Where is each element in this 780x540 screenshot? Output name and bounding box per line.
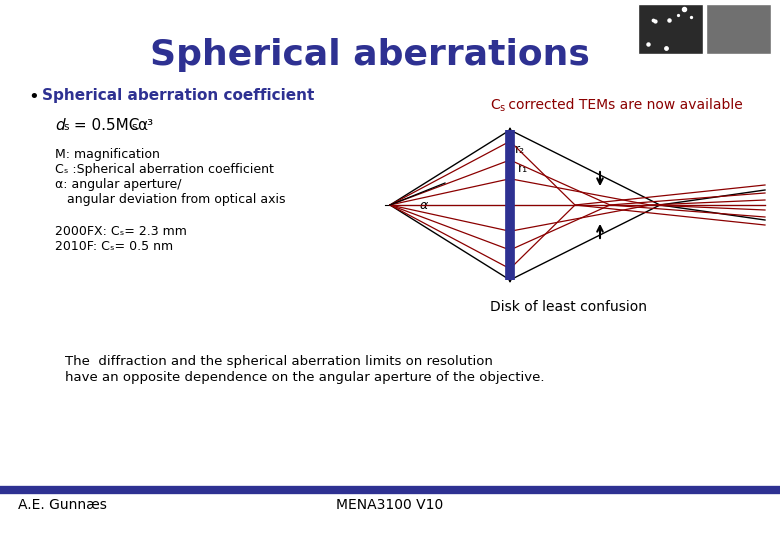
Text: Disk of least confusion: Disk of least confusion	[490, 300, 647, 314]
Text: MENA3100 V10: MENA3100 V10	[336, 498, 444, 512]
Text: angular deviation from optical axis: angular deviation from optical axis	[55, 193, 285, 206]
Text: α³: α³	[137, 118, 153, 133]
Text: α: α	[420, 199, 428, 212]
Text: have an opposite dependence on the angular aperture of the objective.: have an opposite dependence on the angul…	[65, 371, 544, 384]
Text: α: angular aperture/: α: angular aperture/	[55, 178, 182, 191]
FancyBboxPatch shape	[706, 4, 771, 54]
Text: s: s	[499, 103, 504, 113]
Text: 2010F: Cₛ= 0.5 nm: 2010F: Cₛ= 0.5 nm	[55, 240, 173, 253]
Text: d: d	[55, 118, 65, 133]
Text: M: magnification: M: magnification	[55, 148, 160, 161]
Text: 2000FX: Cₛ= 2.3 mm: 2000FX: Cₛ= 2.3 mm	[55, 225, 187, 238]
Text: A.E. Gunnæs: A.E. Gunnæs	[18, 498, 107, 512]
Text: = 0.5MC: = 0.5MC	[69, 118, 140, 133]
Text: Spherical aberrations: Spherical aberrations	[150, 38, 590, 72]
Text: Cₛ :Spherical aberration coefficient: Cₛ :Spherical aberration coefficient	[55, 163, 274, 176]
Text: r₁: r₁	[518, 162, 528, 175]
Text: s: s	[131, 122, 136, 132]
Text: •: •	[28, 88, 39, 106]
Text: s: s	[63, 122, 69, 132]
Text: Spherical aberration coefficient: Spherical aberration coefficient	[42, 88, 314, 103]
Text: corrected TEMs are now available: corrected TEMs are now available	[504, 98, 743, 112]
Text: r₂: r₂	[515, 143, 525, 156]
FancyBboxPatch shape	[638, 4, 703, 54]
Text: C: C	[490, 98, 500, 112]
Text: The  diffraction and the spherical aberration limits on resolution: The diffraction and the spherical aberra…	[65, 355, 493, 368]
